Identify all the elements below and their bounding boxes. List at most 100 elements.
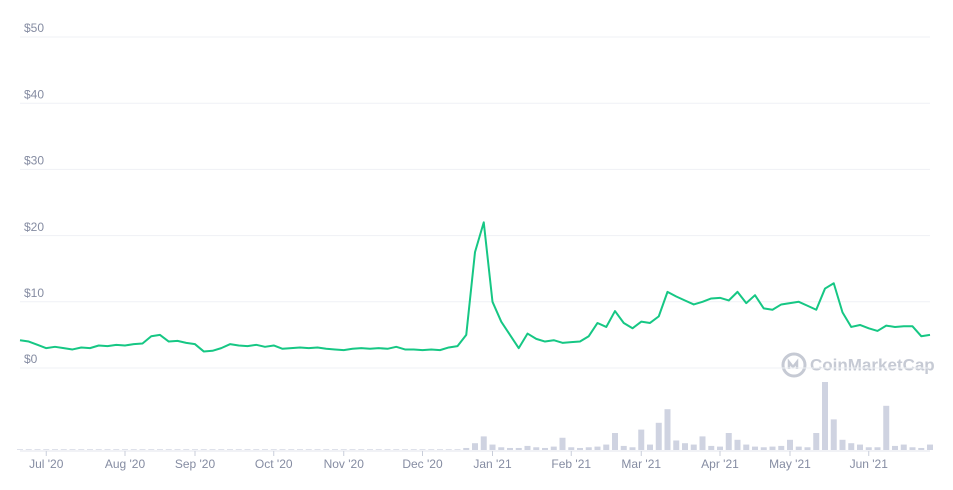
volume-bar xyxy=(87,449,93,450)
volume-bar xyxy=(139,449,146,450)
volume-bar xyxy=(638,429,645,450)
volume-bar xyxy=(480,436,487,450)
volume-bar xyxy=(358,449,365,450)
volume-bar xyxy=(795,446,802,450)
volume-bar xyxy=(454,449,461,450)
volume-bar xyxy=(533,447,540,450)
volume-bar xyxy=(262,449,268,450)
y-tick-label: $10 xyxy=(24,286,44,300)
volume-bar xyxy=(708,445,715,450)
volume-bar xyxy=(244,449,251,450)
volume-bar xyxy=(95,449,102,450)
volume-bar xyxy=(174,449,181,450)
volume-bar xyxy=(620,445,627,450)
volume-bar xyxy=(69,449,76,450)
volume-bar xyxy=(725,433,732,450)
volume-bar xyxy=(227,449,233,450)
volume-bar xyxy=(192,449,198,450)
x-tick-label: Sep '20 xyxy=(175,457,216,471)
volume-bar xyxy=(349,449,356,450)
x-tick-label: Dec '20 xyxy=(402,457,443,471)
volume-bar xyxy=(760,447,767,450)
volume-bar xyxy=(200,449,207,450)
volume-bar xyxy=(367,449,373,450)
volume-bar xyxy=(909,447,916,450)
y-tick-label: $50 xyxy=(24,21,44,35)
volume-bar xyxy=(270,449,277,450)
x-tick-label: Jun '21 xyxy=(850,457,889,471)
volume-bar xyxy=(183,449,190,450)
volume-bar xyxy=(629,447,636,450)
volume-bar xyxy=(428,449,435,450)
x-tick-label: Feb '21 xyxy=(551,457,591,471)
volume-bar xyxy=(664,409,671,450)
volume-bar xyxy=(25,449,32,450)
volume-bar xyxy=(568,447,575,450)
volume-bar xyxy=(900,444,907,450)
volume-bar xyxy=(699,436,706,450)
volume-bar xyxy=(332,449,338,450)
volume-bar xyxy=(34,449,41,450)
volume-bar xyxy=(489,444,496,450)
volume-bar xyxy=(603,444,610,450)
volume-bar xyxy=(498,447,505,450)
volume-bar xyxy=(279,449,286,450)
volume-bar xyxy=(612,433,618,450)
volume-bar xyxy=(515,447,522,450)
x-tick-label: Aug '20 xyxy=(105,457,146,471)
volume-bar xyxy=(550,446,557,450)
volume-bar xyxy=(822,382,828,450)
x-tick-label: May '21 xyxy=(769,457,811,471)
volume-bar xyxy=(340,449,347,450)
x-tick-label: Oct '20 xyxy=(255,457,293,471)
volume-bar xyxy=(585,447,592,450)
volume-bar xyxy=(865,447,872,450)
volume-bar xyxy=(848,443,855,450)
volume-bar xyxy=(690,444,697,450)
volume-bar xyxy=(288,449,295,450)
watermark: CoinMarketCap xyxy=(810,355,935,374)
volume-bar xyxy=(323,449,330,450)
volume-bar xyxy=(384,449,391,450)
y-tick-label: $40 xyxy=(24,87,44,101)
volume-bar xyxy=(655,422,662,450)
volume-bar xyxy=(165,449,172,450)
volume-bar xyxy=(17,449,23,450)
volume-bar xyxy=(647,444,653,450)
volume-bar xyxy=(445,449,452,450)
volume-bar xyxy=(830,419,837,450)
volume-bar xyxy=(235,449,242,450)
volume-bar xyxy=(883,405,890,450)
volume-bar xyxy=(734,439,741,450)
volume-bar xyxy=(410,449,417,450)
volume-bar xyxy=(542,447,548,450)
volume-bar xyxy=(437,449,443,450)
watermark-logo xyxy=(781,352,807,378)
volume-bar xyxy=(402,449,408,450)
volume-bar xyxy=(778,445,785,450)
volume-bar xyxy=(857,444,863,450)
volume-bar xyxy=(524,445,531,450)
volume-bar xyxy=(122,449,128,450)
volume-bar xyxy=(218,449,225,450)
volume-bar xyxy=(148,449,155,450)
volume-bar xyxy=(209,449,216,450)
volume-bar xyxy=(507,447,513,450)
y-tick-label: $30 xyxy=(24,154,44,168)
volume-bar xyxy=(769,446,776,450)
volume-bar xyxy=(393,449,400,450)
volume-bar xyxy=(60,449,67,450)
volume-bar xyxy=(113,449,120,450)
volume-bar xyxy=(305,449,312,450)
volume-bar xyxy=(472,443,478,450)
volume-bar xyxy=(892,445,898,450)
x-tick-label: Jul '20 xyxy=(29,457,64,471)
volume-bar xyxy=(375,449,382,450)
y-tick-label: $20 xyxy=(24,220,44,234)
volume-bar xyxy=(927,444,933,450)
volume-bar xyxy=(78,449,85,450)
volume-bar xyxy=(787,439,793,450)
volume-bar xyxy=(559,437,566,450)
y-tick-label: $0 xyxy=(24,352,38,366)
